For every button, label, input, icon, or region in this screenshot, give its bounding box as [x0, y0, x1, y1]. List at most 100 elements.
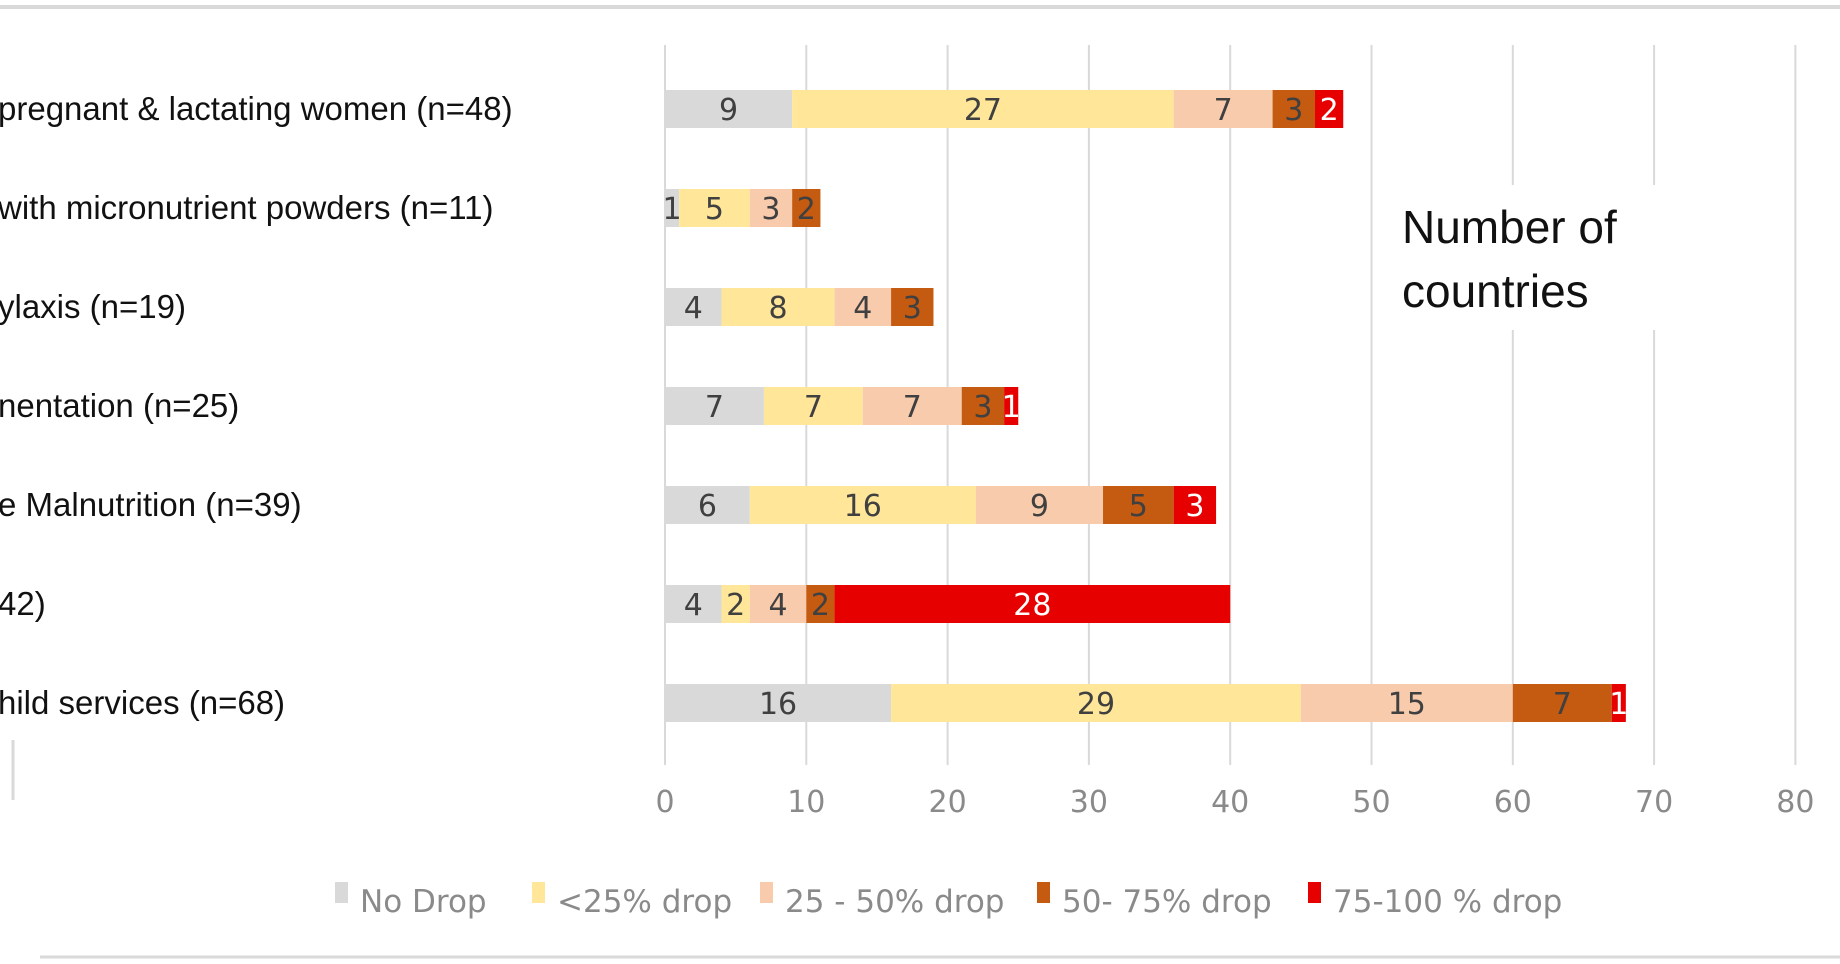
- data-label: 4: [684, 291, 703, 326]
- bar-segment: [1300, 684, 1513, 722]
- bar-segment: [792, 90, 1174, 128]
- bar-segment: [834, 585, 1231, 623]
- data-label: 16: [844, 489, 882, 524]
- data-label: 4: [684, 588, 703, 623]
- bar-segment: [679, 189, 750, 227]
- data-label: 6: [698, 489, 717, 524]
- data-label: 9: [719, 93, 738, 128]
- legend-swatch: [532, 882, 545, 903]
- x-tick-label: 40: [1211, 785, 1249, 820]
- bar-segment: [665, 486, 750, 524]
- annotation-box: [1385, 185, 1695, 330]
- bar-segment: [792, 189, 821, 227]
- data-label: 1: [1609, 687, 1628, 722]
- data-label: 2: [726, 588, 745, 623]
- x-tick-label: 10: [787, 785, 825, 820]
- bar-segment: [1314, 90, 1344, 128]
- annotation-text: countries: [1402, 265, 1589, 317]
- legend-swatch: [1037, 882, 1050, 903]
- category-label: pregnant & lactating women (n=48): [0, 90, 513, 127]
- bar-segment: [1103, 486, 1174, 524]
- x-tick-label: 80: [1776, 785, 1814, 820]
- bar-segment: [891, 684, 1301, 722]
- data-label: 1: [1002, 390, 1021, 425]
- data-label: 9: [1030, 489, 1049, 524]
- bar-segment: [834, 288, 892, 326]
- category-label: ylaxis (n=19): [0, 288, 186, 325]
- category-labels: pregnant & lactating women (n=48) with mi…: [0, 90, 513, 721]
- legend-swatch: [1308, 882, 1321, 903]
- x-tick-label: 70: [1635, 785, 1673, 820]
- data-label: 2: [811, 588, 830, 623]
- legend-label: 50- 75% drop: [1062, 884, 1272, 920]
- data-label: 2: [797, 192, 816, 227]
- bar-segment: [1611, 684, 1626, 722]
- data-label: 5: [1129, 489, 1148, 524]
- x-tick-label: 30: [1070, 785, 1108, 820]
- bar-segment: [763, 387, 863, 425]
- bar-segment: [961, 387, 1005, 425]
- annotation-text: Number of: [1402, 201, 1617, 253]
- data-label: 16: [759, 687, 797, 722]
- bar-segment: [1173, 90, 1273, 128]
- bar-segment: [665, 684, 892, 722]
- legend-swatch: [760, 882, 773, 903]
- x-tick-label: 50: [1352, 785, 1390, 820]
- bar-segment: [721, 288, 835, 326]
- data-label: 3: [973, 390, 992, 425]
- data-label: 7: [705, 390, 724, 425]
- bar-segment: [721, 585, 750, 623]
- category-label: nentation (n=25): [0, 387, 239, 424]
- data-label: 4: [853, 291, 872, 326]
- category-label: e Malnutrition (n=39): [0, 486, 302, 523]
- category-label: hild services (n=68): [0, 684, 285, 721]
- data-label: 4: [768, 588, 787, 623]
- bar-segment: [665, 90, 793, 128]
- bar-segment: [862, 387, 962, 425]
- data-label: 5: [705, 192, 724, 227]
- data-label: 28: [1013, 588, 1051, 623]
- bar-segment: [806, 585, 835, 623]
- data-label: 3: [903, 291, 922, 326]
- data-label: 27: [964, 93, 1002, 128]
- bar-segment: [749, 585, 807, 623]
- data-label: 1: [663, 192, 682, 227]
- x-tick-label: 20: [929, 785, 967, 820]
- bar-segment: [665, 585, 722, 623]
- data-label: 15: [1388, 687, 1426, 722]
- category-label: 42): [0, 585, 46, 622]
- legend: No Drop <25% drop 25 - 50% drop 50- 75% dro…: [335, 882, 1562, 920]
- data-label: 7: [1214, 93, 1233, 128]
- bar-segment: [1272, 90, 1315, 128]
- bar-segment: [665, 387, 764, 425]
- bar-segment: [665, 189, 680, 227]
- bar-segment: [975, 486, 1104, 524]
- data-label: 7: [804, 390, 823, 425]
- axis-annotation: Number of countries: [1385, 185, 1695, 330]
- x-tick-label: 60: [1494, 785, 1532, 820]
- data-label: 29: [1077, 687, 1115, 722]
- bar-segment: [891, 288, 934, 326]
- data-label: 3: [1185, 489, 1204, 524]
- data-label: 3: [761, 192, 780, 227]
- bar-segment: [749, 486, 976, 524]
- data-label: 7: [903, 390, 922, 425]
- data-label: 3: [1284, 93, 1303, 128]
- data-label: 2: [1320, 93, 1339, 128]
- bar-segment: [665, 288, 722, 326]
- category-label: with micronutrient powders (n=11): [0, 189, 494, 226]
- legend-label: <25% drop: [557, 884, 732, 920]
- bar-segment: [1004, 387, 1019, 425]
- bar-segment: [749, 189, 793, 227]
- legend-label: No Drop: [360, 884, 487, 920]
- data-label: 8: [768, 291, 787, 326]
- x-tick-label: 0: [655, 785, 674, 820]
- legend-swatch: [335, 882, 348, 903]
- legend-label: 75-100 % drop: [1333, 884, 1562, 920]
- bar-segment: [1512, 684, 1612, 722]
- legend-label: 25 - 50% drop: [785, 884, 1004, 920]
